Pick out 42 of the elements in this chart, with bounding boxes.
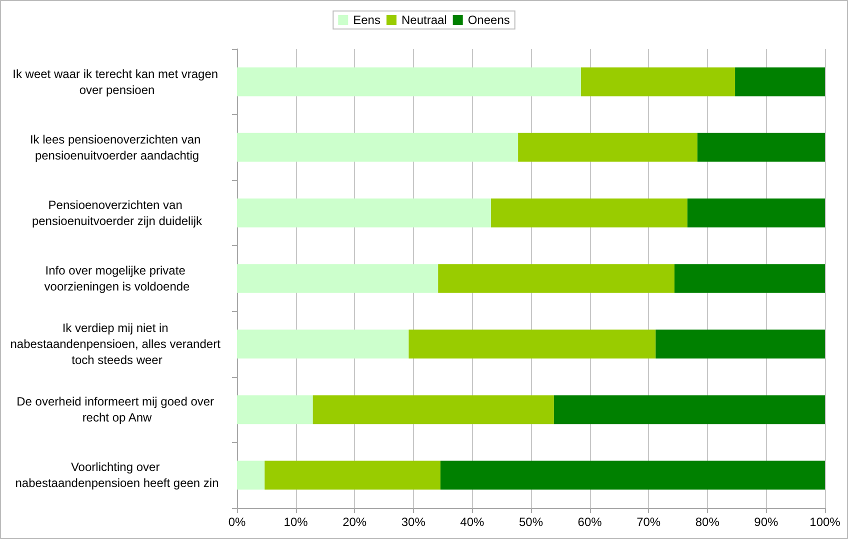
y-tick-label: De overheid informeert mij goed over recht op Anw	[16, 394, 218, 425]
x-tick-label: 80%	[695, 515, 720, 529]
x-tick-label: 20%	[342, 515, 367, 529]
x-tick-label: 10%	[284, 515, 308, 529]
bar	[735, 67, 825, 96]
y-tick-label: Voorlichting over nabestaandenpensioen heeft geen zin	[15, 460, 219, 490]
bar	[237, 264, 438, 293]
bar	[312, 395, 554, 424]
x-tick-label: 100%	[810, 515, 841, 529]
legend-label: Eens	[353, 13, 380, 27]
x-tick-label: 30%	[401, 515, 426, 529]
legend-label: Neutraal	[401, 13, 447, 27]
x-tick-label: 90%	[754, 515, 779, 529]
x-tick-label: 40%	[460, 515, 485, 529]
y-tick-label: Info over mogelijke private voorzieningen is voldoende	[44, 264, 190, 294]
bar	[491, 198, 688, 228]
x-tick-label: 0%	[228, 515, 246, 529]
bar	[237, 198, 492, 228]
bar	[237, 132, 518, 162]
bar	[408, 330, 656, 358]
bar	[237, 460, 265, 490]
x-tick-label: 70%	[636, 515, 661, 529]
bar	[237, 330, 409, 358]
bar	[656, 330, 825, 358]
y-tick-label: Pensioenoverzichten van pensioenuitvoerder zijn duidelijk	[32, 198, 204, 228]
bar	[554, 395, 825, 424]
bar	[687, 198, 825, 228]
bar	[264, 460, 440, 490]
bar	[237, 67, 581, 96]
bar	[438, 264, 674, 293]
bar	[580, 67, 736, 96]
y-tick-label: Ik weet waar ik terecht kan met vragen over pensioen	[12, 66, 222, 97]
x-tick-label: 60%	[578, 515, 602, 529]
y-tick-label: Ik verdiep mij niet in nabestaandenpensioen, alles verandert toch steeds weer	[10, 321, 224, 368]
bar	[237, 395, 313, 424]
bar	[674, 264, 825, 293]
y-tick-label: Ik lees pensioenoverzichten van pensioenuitvoerder aandachtig	[30, 132, 204, 162]
x-tick-label: 50%	[518, 515, 544, 529]
bar	[440, 460, 825, 490]
legend-label: Oneens	[468, 13, 510, 27]
bar	[518, 132, 698, 162]
bar	[697, 132, 825, 162]
